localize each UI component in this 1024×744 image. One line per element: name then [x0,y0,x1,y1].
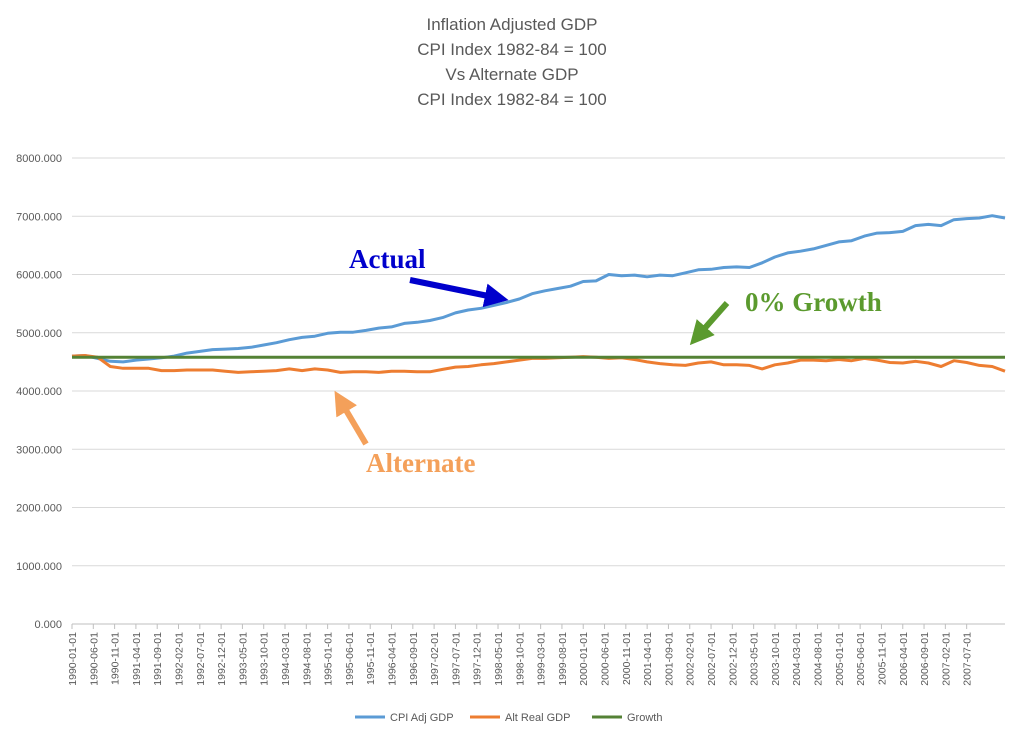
y-tick-label: 6000.000 [16,270,62,282]
y-tick-label: 7000.000 [16,211,62,223]
x-tick-label: 2000-01-01 [578,632,590,686]
annotation-alternate: Alternate [366,448,475,478]
x-tick-label: 1990-11-01 [110,632,122,685]
series-lines [71,214,1006,374]
x-tick-label: 2003-10-01 [770,632,782,686]
x-tick-label: 2005-06-01 [855,632,867,686]
y-tick-label: 3000.000 [16,444,62,456]
x-tick-label: 1997-02-01 [429,632,441,686]
arrow-alternate [334,390,369,446]
x-tick-label: 1998-05-01 [493,632,505,686]
x-tick-label: 2000-06-01 [600,632,612,686]
x-tick-label: 1996-04-01 [387,632,399,686]
x-tick-label: 2007-02-01 [940,632,952,686]
y-tick-label: 1000.000 [16,561,62,573]
x-tick-label: 1996-09-01 [408,632,420,686]
chart-title: Inflation Adjusted GDP CPI Index 1982-84… [417,15,607,109]
y-tick-label: 5000.000 [16,328,62,340]
x-tick-label: 2005-01-01 [834,632,846,686]
gridlines [72,157,1005,625]
x-tick-label: 2006-04-01 [898,632,910,686]
x-tick-label: 2002-02-01 [685,632,697,686]
legend-label-growth: Growth [627,712,662,724]
legend-label-cpi: CPI Adj GDP [390,712,454,724]
x-tick-label: 2005-11-01 [876,632,888,685]
title-line-1: Inflation Adjusted GDP [426,15,597,34]
title-line-2: CPI Index 1982-84 = 100 [417,40,607,59]
legend: CPI Adj GDP Alt Real GDP Growth [355,712,662,724]
x-tick-label: 1997-07-01 [450,632,462,686]
y-tick-label: 4000.000 [16,386,62,398]
y-tick-label: 0.000 [34,619,62,631]
y-tick-label: 8000.000 [16,153,62,165]
x-tick-label: 1999-08-01 [557,632,569,686]
x-tick-label: 2003-05-01 [749,632,761,686]
arrow-actual [409,277,509,308]
x-tick-label: 1995-06-01 [344,632,356,686]
x-tick-label: 1990-06-01 [88,632,100,686]
annotations: Actual 0% Growth Alternate [334,244,882,478]
x-tick-label: 2004-03-01 [791,632,803,686]
legend-label-alt: Alt Real GDP [505,712,570,724]
x-tick-label: 1994-08-01 [301,632,313,686]
x-tick-label: 1991-04-01 [131,632,143,686]
x-tick-label: 1992-02-01 [174,632,186,686]
x-tick-label: 1990-01-01 [67,632,79,686]
x-tick-label: 1999-03-01 [536,632,548,686]
y-tick-label: 2000.000 [16,503,62,515]
x-tick-label: 1991-09-01 [152,632,164,686]
x-tick-label: 2001-04-01 [642,632,654,686]
title-line-3: Vs Alternate GDP [445,65,578,84]
x-tick-label: 1995-11-01 [365,632,377,685]
x-tick-label: 1998-10-01 [514,632,526,686]
y-axis: 0.000 1000.000 2000.000 3000.000 4000.000 500… [16,153,62,631]
arrow-growth [689,301,730,346]
x-axis: 1990-01-01 1990-06-01 1990-11-01 1991-04-01… [67,623,1005,686]
x-tick-label: 1992-12-01 [216,632,228,686]
annotation-growth: 0% Growth [745,287,882,317]
x-tick-label: 2007-07-01 [962,632,974,686]
title-line-4: CPI Index 1982-84 = 100 [417,90,607,109]
x-tick-label: 1993-10-01 [259,632,271,686]
annotation-actual: Actual [349,244,426,274]
x-tick-label: 2006-09-01 [919,632,931,686]
x-tick-label: 1992-07-01 [195,632,207,686]
x-tick-label: 2000-11-01 [621,632,633,685]
x-tick-label: 2002-07-01 [706,632,718,686]
x-tick-label: 1993-05-01 [237,632,249,686]
x-tick-label: 1995-01-01 [323,632,335,686]
x-tick-label: 2004-08-01 [813,632,825,686]
x-tick-label: 1997-12-01 [472,632,484,686]
x-tick-label: 2002-12-01 [727,632,739,686]
x-tick-label: 1994-03-01 [280,632,292,686]
x-tick-label: 2001-09-01 [663,632,675,686]
series-line-cpi-adj-gdp [71,214,1006,364]
